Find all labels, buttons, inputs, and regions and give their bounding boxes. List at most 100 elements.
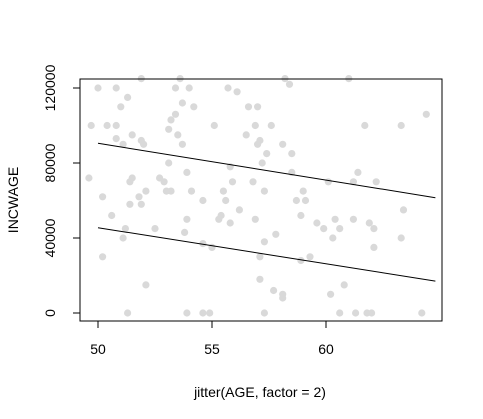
data-point <box>199 309 207 317</box>
data-point <box>226 219 234 227</box>
data-point <box>190 103 198 111</box>
points-layer <box>85 75 430 317</box>
data-point <box>185 84 193 92</box>
data-point <box>279 140 287 148</box>
data-point <box>199 196 207 205</box>
data-point <box>165 159 173 167</box>
data-point <box>329 234 337 242</box>
data-point <box>142 281 150 289</box>
data-point <box>217 211 225 220</box>
data-point <box>258 159 266 167</box>
data-point <box>171 110 180 118</box>
data-point <box>249 178 257 186</box>
data-point <box>128 131 136 139</box>
data-point <box>137 200 145 208</box>
data-point <box>87 121 95 130</box>
data-point <box>260 187 268 195</box>
data-point <box>165 125 173 133</box>
data-point <box>352 309 360 317</box>
data-point <box>260 238 268 246</box>
data-point <box>142 187 150 195</box>
data-point <box>320 225 328 233</box>
data-point <box>85 174 93 182</box>
data-point <box>263 150 271 158</box>
y-tick-label: 40000 <box>42 218 58 257</box>
data-point <box>270 286 278 295</box>
data-point <box>354 168 362 176</box>
data-point <box>365 219 373 227</box>
data-point <box>108 211 116 220</box>
data-point <box>183 168 191 176</box>
fit-line <box>97 227 436 282</box>
data-point <box>224 84 232 92</box>
data-point <box>368 309 376 317</box>
data-point <box>167 187 175 195</box>
data-point <box>331 215 339 223</box>
data-point <box>349 178 357 186</box>
data-point <box>167 116 175 124</box>
data-point <box>422 110 430 118</box>
data-point <box>372 178 380 186</box>
data-point <box>288 150 296 158</box>
data-point <box>327 290 335 298</box>
data-point <box>260 309 268 317</box>
data-point <box>124 93 132 101</box>
fit-line <box>97 142 436 199</box>
data-point <box>124 309 132 317</box>
data-point <box>251 215 259 223</box>
data-point <box>336 309 344 317</box>
data-point <box>256 253 264 261</box>
data-point <box>119 234 127 242</box>
data-point <box>178 140 186 148</box>
data-point <box>112 135 120 143</box>
data-point <box>397 121 405 130</box>
data-point <box>117 103 125 111</box>
y-axis: 0 40000 80000 120000 INCWAGE <box>5 64 81 317</box>
data-point <box>370 225 378 233</box>
data-point <box>297 211 305 220</box>
data-point <box>121 225 129 233</box>
y-tick-label: 0 <box>42 309 58 317</box>
x-axis: 50 55 60 jitter(AGE, factor = 2) <box>90 320 334 400</box>
data-point <box>324 178 332 186</box>
data-point <box>219 187 227 195</box>
data-point <box>94 84 102 92</box>
data-point <box>297 256 305 265</box>
data-point <box>199 240 207 248</box>
data-point <box>210 121 218 130</box>
data-point <box>233 88 241 96</box>
data-point <box>187 187 196 195</box>
data-point <box>183 309 191 317</box>
data-point <box>244 103 253 111</box>
data-point <box>242 131 250 139</box>
data-point <box>370 243 378 251</box>
x-tick-label: 55 <box>204 341 220 357</box>
data-point <box>126 200 134 208</box>
data-point <box>256 275 264 283</box>
data-point <box>99 193 107 201</box>
data-point <box>160 178 168 186</box>
data-point <box>99 253 107 261</box>
data-point <box>135 193 143 201</box>
data-point <box>235 206 243 214</box>
data-point <box>361 121 369 130</box>
data-point <box>340 281 348 289</box>
x-tick-label: 50 <box>90 341 106 357</box>
data-point <box>292 196 300 205</box>
data-point <box>103 121 111 130</box>
data-point <box>272 230 280 238</box>
data-point <box>112 84 120 92</box>
plot-frame <box>79 78 443 322</box>
x-tick-label: 60 <box>318 341 334 357</box>
y-axis-label: INCWAGE <box>5 167 21 233</box>
fit-lines-layer <box>97 142 436 282</box>
data-point <box>279 294 287 302</box>
data-point <box>181 228 189 236</box>
data-point <box>397 234 405 242</box>
data-point <box>140 140 148 148</box>
data-point <box>119 140 127 148</box>
data-point <box>174 131 182 139</box>
x-axis-label: jitter(AGE, factor = 2) <box>193 384 326 400</box>
data-point <box>306 253 314 261</box>
